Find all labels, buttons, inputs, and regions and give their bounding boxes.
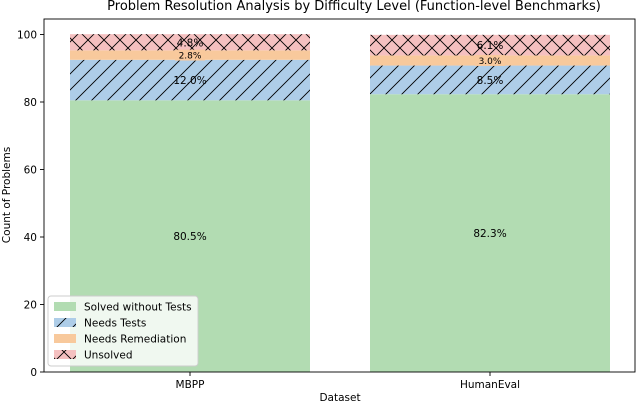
legend-label-needs-remediation: Needs Remediation [84,334,186,346]
bar-label-mbpp-needs-remediation: 2.8% [179,51,202,61]
bar-humaneval-solved-without-tests [370,94,610,373]
bar-hatch-mbpp-needs-tests [70,59,310,101]
legend-swatch-solved-without-tests [54,302,76,311]
legend-label-needs-tests: Needs Tests [84,318,146,330]
bar-hatch-humaneval-unsolved [370,34,610,56]
legend: Solved without Tests Needs Tests Needs Rem… [47,295,199,367]
x-tick-label-humaneval: HumanEval [460,379,520,391]
y-axis-label: Count of Problems [1,147,13,243]
plot-frame [43,18,636,373]
y-axis-ticks: 0 20 40 60 80 100 [17,30,44,379]
bar-label-humaneval-unsolved: 6.1% [477,40,504,52]
legend-label-solved-without-tests: Solved without Tests [84,302,192,314]
bar-hatch-humaneval-needs-tests [370,65,610,95]
legend-label-unsolved: Unsolved [84,350,133,362]
bar-label-bg-humaneval-needs-remediation [475,54,505,66]
y-tick-label: 60 [24,165,37,177]
bar-hatch-mbpp-unsolved [70,34,310,51]
y-tick-label: 0 [30,367,37,379]
y-tick-label: 20 [24,300,37,312]
x-tick-label-mbpp: MBPP [176,379,205,391]
bar-label-humaneval-needs-tests: 8.5% [477,75,504,87]
legend-swatch-hatch-needs-tests [54,318,76,327]
legend-swatch-hatch-unsolved [54,350,76,359]
y-tick-label: 80 [24,97,37,109]
bar-label-mbpp-unsolved: 4.8% [177,37,204,49]
bar-label-humaneval-solved-without-tests: 82.3% [473,228,506,240]
legend-swatch-needs-remediation [54,334,76,343]
legend-box [47,295,199,367]
x-axis-label: Dataset [319,392,360,402]
chart-title: Problem Resolution Analysis by Difficult… [107,0,601,14]
bar-label-humaneval-needs-remediation: 3.0% [479,57,502,67]
y-tick-label: 100 [17,30,37,42]
y-tick-label: 40 [24,232,37,244]
bar-label-mbpp-needs-tests: 12.0% [173,75,206,87]
bar-label-bg-mbpp-needs-remediation [175,49,205,61]
bar-label-mbpp-solved-without-tests: 80.5% [173,231,206,243]
bar-labels: 80.5% 12.0% 2.8% 4.8% 82.3% 8.5% 3.0% 6.1% [173,37,506,243]
x-axis-ticks: MBPP HumanEval [176,372,520,391]
